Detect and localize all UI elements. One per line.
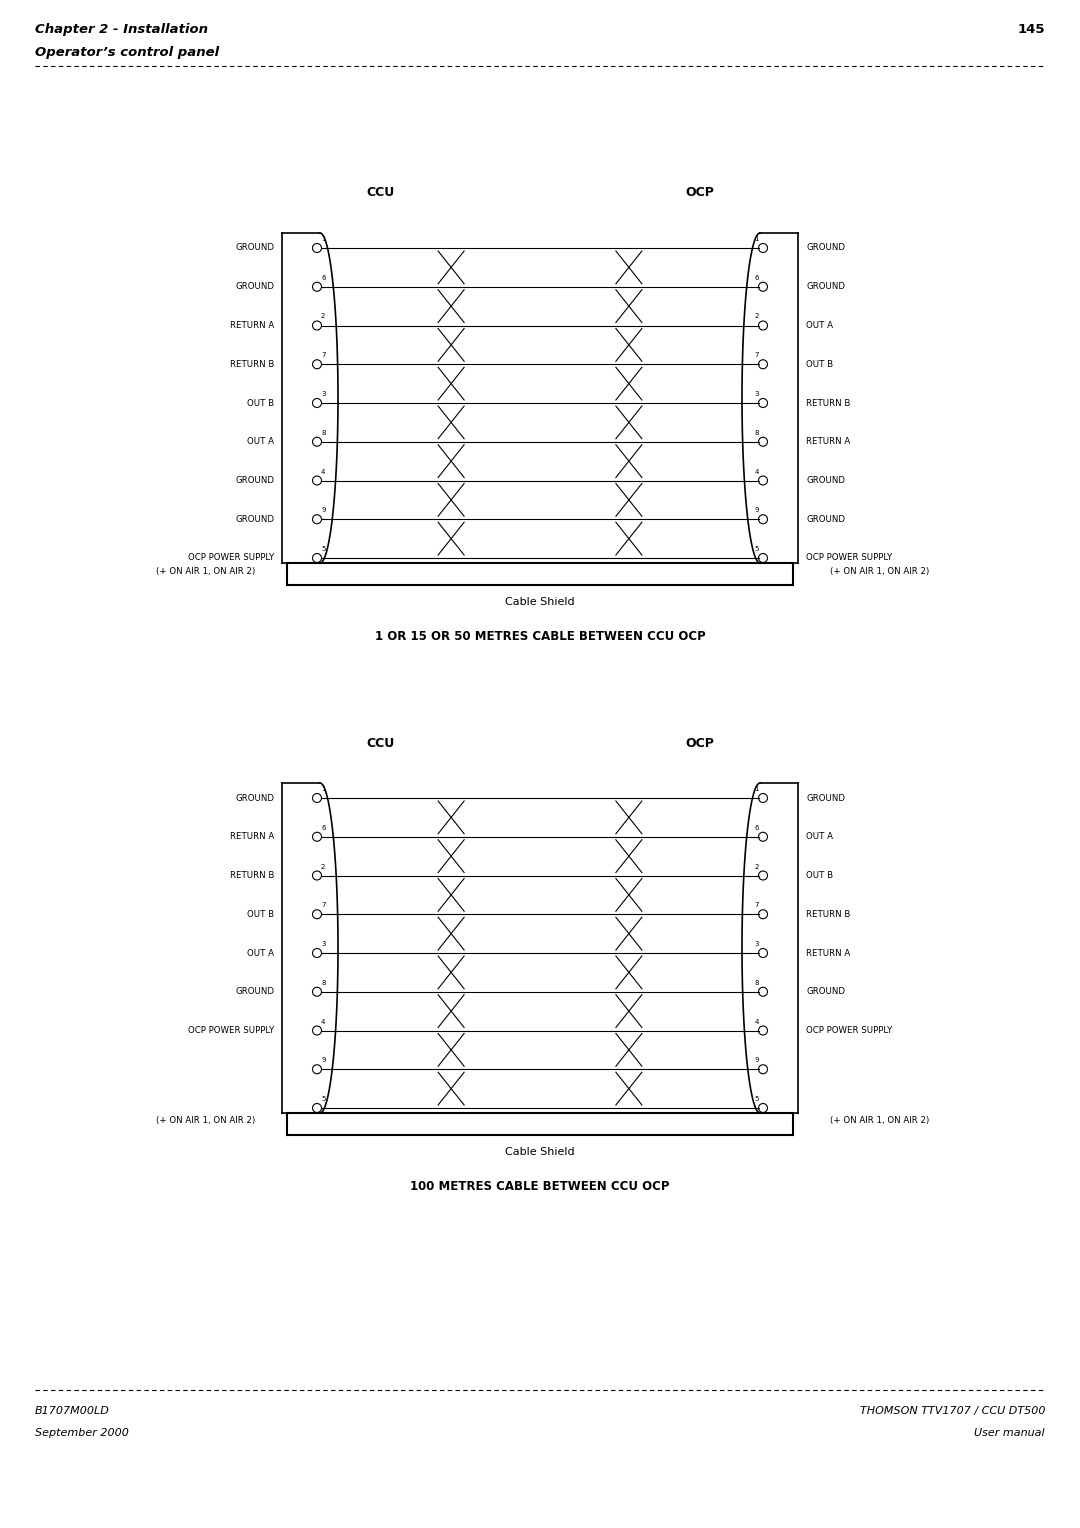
Text: GROUND: GROUND bbox=[235, 793, 274, 802]
Text: RETURN B: RETURN B bbox=[806, 399, 850, 408]
Text: 100 METRES CABLE BETWEEN CCU OCP: 100 METRES CABLE BETWEEN CCU OCP bbox=[410, 1180, 670, 1193]
Text: RETURN B: RETURN B bbox=[806, 909, 850, 918]
Text: 4: 4 bbox=[321, 1019, 325, 1024]
Text: RETURN A: RETURN A bbox=[806, 437, 850, 446]
Text: 8: 8 bbox=[755, 429, 759, 435]
Text: GROUND: GROUND bbox=[806, 987, 845, 996]
Text: 9: 9 bbox=[755, 1057, 759, 1063]
Text: RETURN A: RETURN A bbox=[806, 949, 850, 958]
Text: OCP POWER SUPPLY: OCP POWER SUPPLY bbox=[806, 1025, 892, 1034]
Text: 9: 9 bbox=[321, 507, 325, 513]
Text: 7: 7 bbox=[321, 353, 325, 358]
Text: User manual: User manual bbox=[974, 1429, 1045, 1438]
Text: OUT A: OUT A bbox=[247, 437, 274, 446]
Text: 2: 2 bbox=[321, 863, 325, 869]
Text: GROUND: GROUND bbox=[806, 283, 845, 292]
Text: 6: 6 bbox=[755, 825, 759, 831]
Text: CCU: CCU bbox=[366, 186, 394, 200]
Text: 3: 3 bbox=[755, 941, 759, 947]
Text: 6: 6 bbox=[755, 275, 759, 281]
Text: (+ ON AIR 1, ON AIR 2): (+ ON AIR 1, ON AIR 2) bbox=[831, 567, 929, 576]
Text: B1707M00LD: B1707M00LD bbox=[35, 1406, 110, 1416]
Text: OCP: OCP bbox=[686, 186, 715, 200]
Text: OUT B: OUT B bbox=[806, 871, 833, 880]
Text: 5: 5 bbox=[755, 1096, 759, 1102]
Text: CCU: CCU bbox=[366, 736, 394, 750]
Text: OUT A: OUT A bbox=[247, 949, 274, 958]
Text: GROUND: GROUND bbox=[235, 515, 274, 524]
Text: THOMSON TTV1707 / CCU DT500: THOMSON TTV1707 / CCU DT500 bbox=[860, 1406, 1045, 1416]
Text: (+ ON AIR 1, ON AIR 2): (+ ON AIR 1, ON AIR 2) bbox=[156, 1117, 255, 1126]
Text: 8: 8 bbox=[755, 979, 759, 986]
Text: 7: 7 bbox=[755, 902, 759, 908]
Text: 4: 4 bbox=[755, 1019, 759, 1024]
Text: GROUND: GROUND bbox=[806, 793, 845, 802]
Text: 6: 6 bbox=[321, 825, 325, 831]
Text: RETURN B: RETURN B bbox=[230, 359, 274, 368]
Text: Operator’s control panel: Operator’s control panel bbox=[35, 46, 219, 60]
Text: 9: 9 bbox=[755, 507, 759, 513]
Text: GROUND: GROUND bbox=[806, 243, 845, 252]
Text: 1: 1 bbox=[755, 235, 759, 241]
Text: OUT B: OUT B bbox=[247, 399, 274, 408]
Text: 2: 2 bbox=[321, 313, 325, 319]
Text: 8: 8 bbox=[321, 979, 325, 986]
Text: 5: 5 bbox=[321, 1096, 325, 1102]
Text: 2: 2 bbox=[755, 863, 759, 869]
Text: Chapter 2 - Installation: Chapter 2 - Installation bbox=[35, 23, 208, 37]
Text: September 2000: September 2000 bbox=[35, 1429, 129, 1438]
Text: 1 OR 15 OR 50 METRES CABLE BETWEEN CCU OCP: 1 OR 15 OR 50 METRES CABLE BETWEEN CCU O… bbox=[375, 630, 705, 643]
Text: RETURN A: RETURN A bbox=[230, 833, 274, 842]
Text: 3: 3 bbox=[321, 391, 325, 397]
Text: OUT A: OUT A bbox=[806, 833, 833, 842]
Text: 2: 2 bbox=[755, 313, 759, 319]
Text: 8: 8 bbox=[321, 429, 325, 435]
Text: 5: 5 bbox=[321, 545, 325, 552]
Text: OCP POWER SUPPLY: OCP POWER SUPPLY bbox=[806, 553, 892, 562]
Text: 4: 4 bbox=[321, 469, 325, 475]
Text: GROUND: GROUND bbox=[235, 283, 274, 292]
Text: 5: 5 bbox=[755, 545, 759, 552]
Text: OCP POWER SUPPLY: OCP POWER SUPPLY bbox=[188, 553, 274, 562]
Text: OCP POWER SUPPLY: OCP POWER SUPPLY bbox=[188, 1025, 274, 1034]
Text: OCP: OCP bbox=[686, 736, 715, 750]
Text: GROUND: GROUND bbox=[235, 477, 274, 484]
Text: GROUND: GROUND bbox=[235, 243, 274, 252]
Text: 3: 3 bbox=[755, 391, 759, 397]
Text: 4: 4 bbox=[755, 469, 759, 475]
Text: OUT A: OUT A bbox=[806, 321, 833, 330]
Text: Cable Shield: Cable Shield bbox=[505, 1148, 575, 1157]
Text: (+ ON AIR 1, ON AIR 2): (+ ON AIR 1, ON AIR 2) bbox=[831, 1117, 929, 1126]
Text: 6: 6 bbox=[321, 275, 325, 281]
Text: 1: 1 bbox=[321, 235, 325, 241]
Text: GROUND: GROUND bbox=[806, 477, 845, 484]
Text: 9: 9 bbox=[321, 1057, 325, 1063]
Text: 3: 3 bbox=[321, 941, 325, 947]
Text: RETURN B: RETURN B bbox=[230, 871, 274, 880]
Text: GROUND: GROUND bbox=[806, 515, 845, 524]
Text: RETURN A: RETURN A bbox=[230, 321, 274, 330]
Text: OUT B: OUT B bbox=[247, 909, 274, 918]
Text: 145: 145 bbox=[1017, 23, 1045, 37]
Text: OUT B: OUT B bbox=[806, 359, 833, 368]
Text: 7: 7 bbox=[321, 902, 325, 908]
Text: (+ ON AIR 1, ON AIR 2): (+ ON AIR 1, ON AIR 2) bbox=[156, 567, 255, 576]
Text: 1: 1 bbox=[321, 785, 325, 792]
Text: Cable Shield: Cable Shield bbox=[505, 597, 575, 607]
Text: 7: 7 bbox=[755, 353, 759, 358]
Text: 1: 1 bbox=[755, 785, 759, 792]
Text: GROUND: GROUND bbox=[235, 987, 274, 996]
